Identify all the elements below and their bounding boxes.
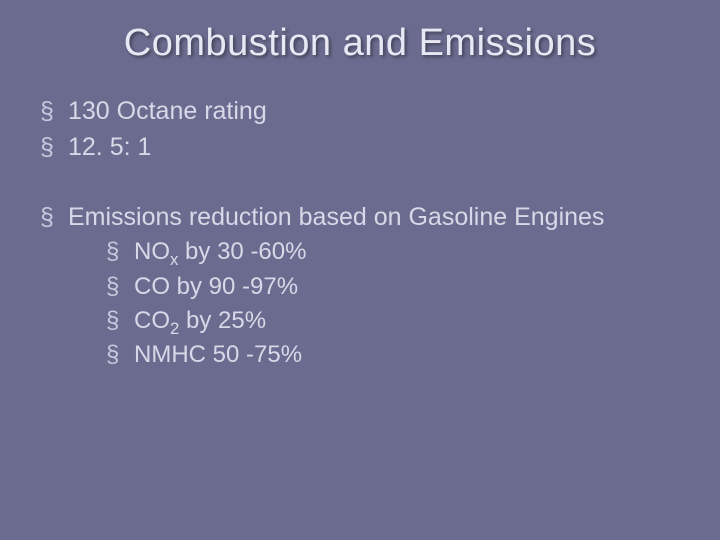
- bullets-group-2: Emissions reduction based on Gasoline En…: [30, 201, 690, 372]
- sub-bullets: NOx by 30 -60% CO by 90 -97% CO2 by 25% …: [68, 236, 690, 372]
- bullet-heading-text: Emissions reduction based on Gasoline En…: [68, 203, 604, 231]
- sub-bullet-subscript: 2: [170, 319, 179, 338]
- bullet-item: 130 Octane rating: [40, 95, 690, 129]
- bullet-item: 12. 5: 1: [40, 131, 690, 165]
- sub-bullet-after: by 30 -60%: [178, 238, 306, 265]
- sub-bullet-before: CO by 90 -97%: [134, 273, 298, 300]
- sub-bullet-before: NO: [134, 238, 170, 265]
- sub-bullet-before: NMHC 50 -75%: [134, 341, 302, 368]
- slide-title: Combustion and Emissions: [30, 22, 690, 65]
- bullets-group-1: 130 Octane rating 12. 5: 1: [30, 95, 690, 165]
- sub-bullet-after: by 25%: [179, 307, 266, 334]
- bullet-item-heading: Emissions reduction based on Gasoline En…: [40, 201, 690, 372]
- sub-bullet-item: CO by 90 -97%: [106, 271, 690, 303]
- spacer: [30, 167, 690, 201]
- slide: Combustion and Emissions 130 Octane rati…: [0, 0, 720, 540]
- sub-bullet-item: CO2 by 25%: [106, 305, 690, 337]
- sub-bullet-before: CO: [134, 307, 170, 334]
- sub-bullet-item: NMHC 50 -75%: [106, 339, 690, 371]
- sub-bullet-item: NOx by 30 -60%: [106, 236, 690, 268]
